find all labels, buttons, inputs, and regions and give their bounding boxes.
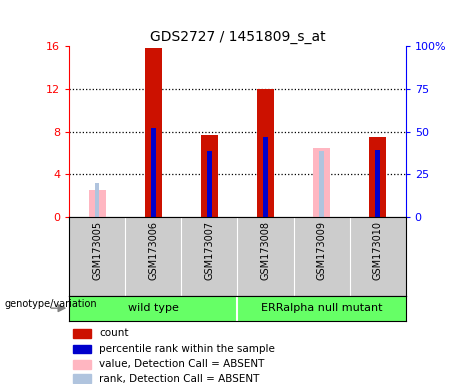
Bar — [95, 183, 100, 217]
Bar — [313, 147, 330, 217]
Bar — [72, 374, 91, 383]
Text: count: count — [100, 328, 129, 338]
Bar — [375, 150, 380, 217]
Bar — [72, 360, 91, 369]
Bar — [201, 135, 218, 217]
Bar — [263, 137, 268, 217]
Text: GSM173006: GSM173006 — [148, 221, 158, 280]
Bar — [319, 151, 324, 217]
Title: GDS2727 / 1451809_s_at: GDS2727 / 1451809_s_at — [150, 30, 325, 44]
Text: GSM173008: GSM173008 — [260, 221, 271, 280]
Bar — [72, 329, 91, 338]
Text: GSM173007: GSM173007 — [204, 221, 214, 280]
Bar — [207, 151, 212, 217]
Bar — [72, 345, 91, 353]
Text: ERRalpha null mutant: ERRalpha null mutant — [261, 303, 382, 313]
Bar — [151, 128, 155, 217]
Text: percentile rank within the sample: percentile rank within the sample — [100, 344, 275, 354]
Bar — [257, 89, 274, 217]
Text: genotype/variation: genotype/variation — [5, 299, 97, 310]
Text: GSM173010: GSM173010 — [372, 221, 383, 280]
Bar — [145, 48, 162, 217]
Bar — [89, 190, 106, 217]
Text: GSM173005: GSM173005 — [92, 221, 102, 280]
Text: GSM173009: GSM173009 — [317, 221, 326, 280]
Text: rank, Detection Call = ABSENT: rank, Detection Call = ABSENT — [100, 374, 260, 384]
Bar — [369, 137, 386, 217]
Text: value, Detection Call = ABSENT: value, Detection Call = ABSENT — [100, 359, 265, 369]
Text: wild type: wild type — [128, 303, 179, 313]
